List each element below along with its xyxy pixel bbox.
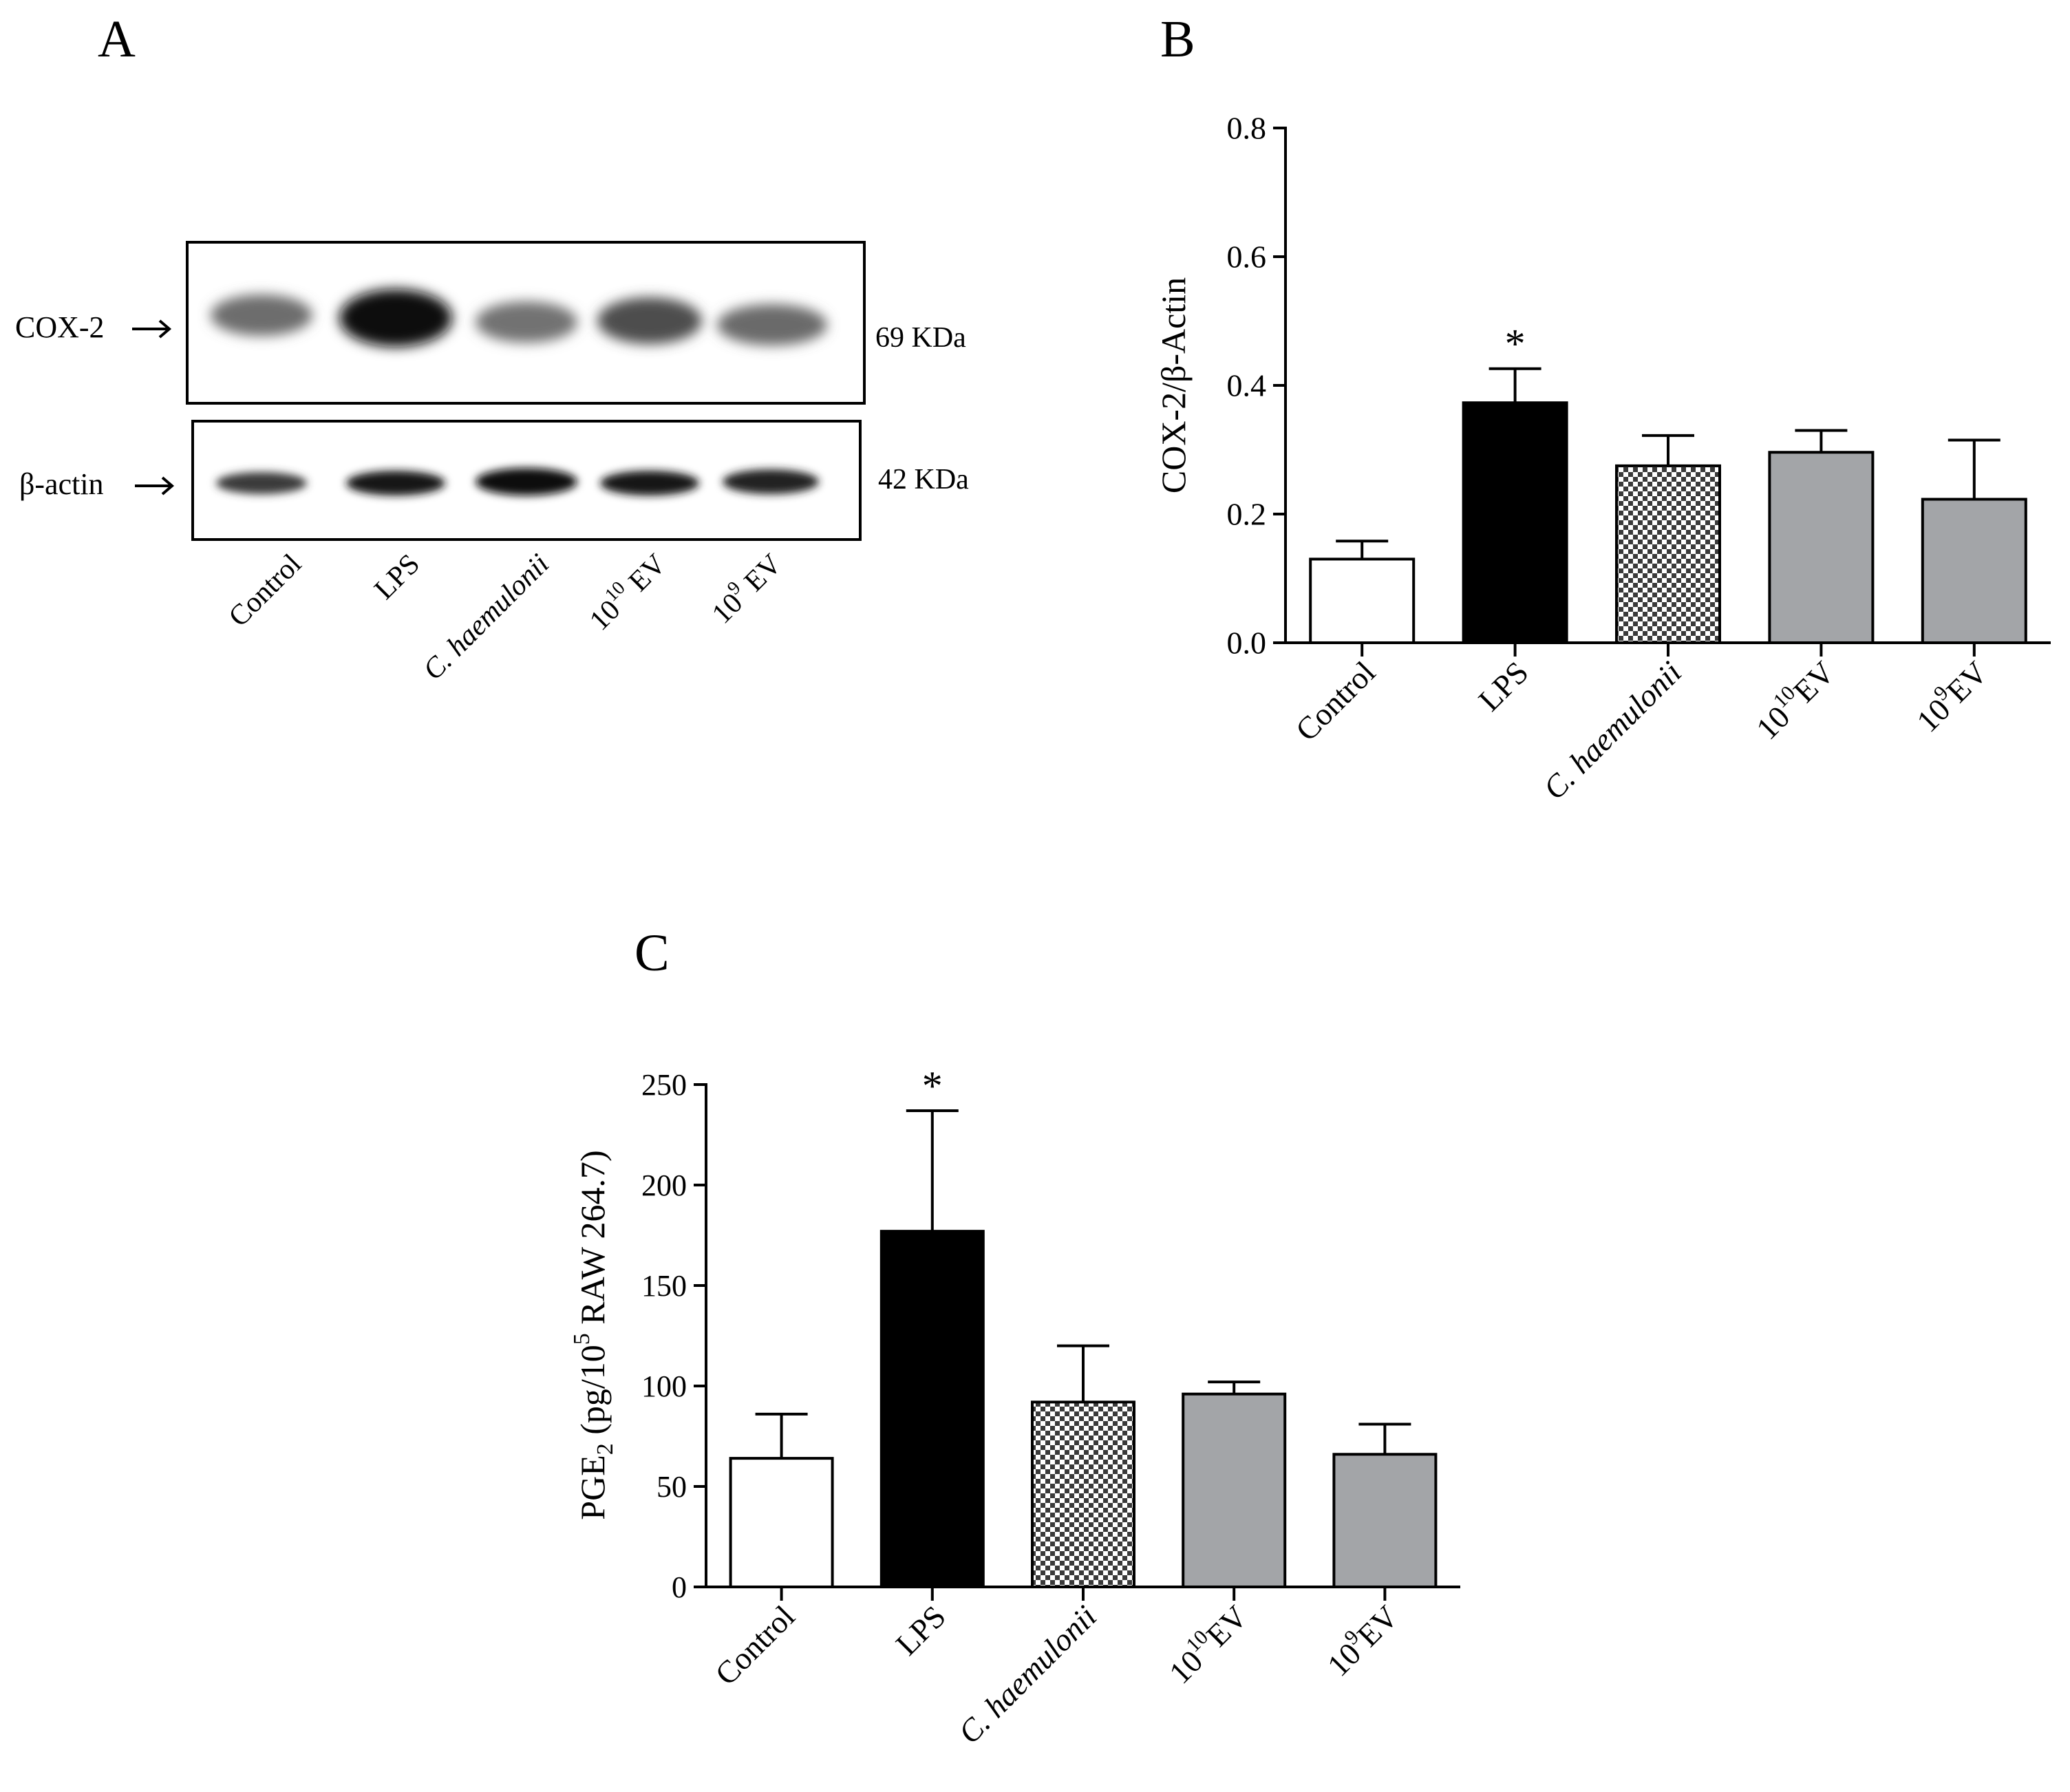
x-label-c-haemulonii-text: C. haemulonii <box>1537 654 1688 806</box>
y-tick-label: 150 <box>641 1269 687 1303</box>
y-tick-label: 250 <box>641 1068 687 1102</box>
cox2-blot: COX-2 69 KDa <box>15 241 966 405</box>
x-label-109ev: 109EV <box>1317 1595 1405 1683</box>
significance-lps: * <box>1505 321 1526 367</box>
lane-label-1-text: Control <box>223 548 308 633</box>
cox2-arrow <box>132 319 172 339</box>
cox2-band-ev9 <box>717 304 827 345</box>
y-tick-label: 0.2 <box>1227 497 1267 532</box>
x-label-109ev: 109EV <box>1906 651 1994 738</box>
x-label-c-haemulonii: C. haemulonii <box>1537 654 1688 806</box>
x-label-lps: LPS <box>889 1599 952 1662</box>
x-label-lps: LPS <box>1472 654 1535 718</box>
panel-a-label: A <box>98 10 136 68</box>
lane-label-3: C. haemulonii <box>417 548 555 687</box>
actin-label: β-actin <box>19 467 104 501</box>
bar-1010ev <box>1768 451 1875 644</box>
x-label-control: Control <box>1289 654 1382 747</box>
actin-bands <box>216 468 819 495</box>
y-tick-label: 0.8 <box>1227 111 1267 146</box>
bar-lps <box>879 1230 985 1589</box>
lane-label-3-text: C. haemulonii <box>417 548 555 687</box>
y-tick-label: 0.0 <box>1227 626 1267 661</box>
cox2-label: COX-2 <box>15 310 105 344</box>
bar-c-haemulonii <box>1615 464 1721 644</box>
bar-109ev <box>1332 1453 1438 1589</box>
lane-label-5: 109 EV <box>702 544 788 630</box>
actin-band-ev9 <box>723 469 819 494</box>
y-tick-label: 100 <box>641 1369 687 1403</box>
actin-band-lps <box>346 471 445 495</box>
y-tick-label: 0 <box>672 1570 687 1604</box>
bar-c-haemulonii <box>1031 1400 1135 1588</box>
lane-label-1: Control <box>223 548 308 633</box>
cox2-band-ev10 <box>597 297 702 344</box>
x-label-1010ev: 1010EV <box>1746 651 1841 746</box>
y-tick-label: 200 <box>641 1169 687 1202</box>
bar-1010ev <box>1182 1392 1287 1589</box>
cox2-band-control <box>211 295 312 336</box>
x-label-lps-text: LPS <box>1472 654 1535 718</box>
y-axis-label: COX-2/β-Actin <box>1154 277 1193 493</box>
cox2-marker: 69 KDa <box>875 322 966 354</box>
lane-label-2-text: LPS <box>368 548 426 606</box>
chart-b: 0.0 0.2 0.4 0.6 0.8 Control * LPS C. haemulonii 1… <box>1154 111 2051 806</box>
lane-label-4: 1010 EV <box>580 544 672 637</box>
actin-band-control <box>216 472 307 494</box>
actin-band-haemulonii <box>476 468 577 495</box>
cox2-band-lps <box>339 289 452 347</box>
y-tick-label: 50 <box>657 1470 687 1504</box>
y-axis-label: PGE2 (pg/105 RAW 264.7) <box>569 1150 618 1519</box>
x-label-c-haemulonii: C. haemulonii <box>952 1599 1103 1750</box>
x-label-c-haemulonii-text: C. haemulonii <box>952 1599 1103 1750</box>
cox2-bands <box>211 289 827 347</box>
bar-lps <box>1462 401 1568 644</box>
y-axis-label-main: PGE <box>573 1455 612 1519</box>
actin-arrow <box>135 476 175 495</box>
bar-control <box>729 1457 834 1589</box>
significance-lps: * <box>922 1063 943 1109</box>
actin-blot: β-actin 42 KDa <box>19 420 969 541</box>
x-label-control: Control <box>708 1599 801 1692</box>
y-axis-label-tail: RAW 264.7) <box>573 1150 612 1333</box>
y-axis-label-mid: (pg/10 <box>573 1345 612 1443</box>
cox2-band-haemulonii <box>476 301 577 343</box>
x-label-1010ev: 1010EV <box>1159 1595 1254 1690</box>
y-tick-label: 0.4 <box>1227 368 1267 403</box>
panel-c-label: C <box>634 924 670 982</box>
lane-label-2: LPS <box>368 548 426 606</box>
x-label-control-text: Control <box>1289 654 1382 747</box>
x-label-lps-text: LPS <box>889 1599 952 1662</box>
bar-control <box>1309 557 1416 645</box>
x-label-control-text: Control <box>708 1599 801 1692</box>
y-tick-label: 0.6 <box>1227 239 1267 275</box>
bar-109ev <box>1921 498 2027 644</box>
panel-b: B 0.0 0.2 0.4 0.6 0.8 Control * LPS C. haemuloni… <box>1154 10 2051 806</box>
y-axis-label-sup: 5 <box>569 1333 595 1345</box>
panel-a: A COX-2 69 KDa <box>15 10 969 686</box>
actin-band-ev10 <box>600 471 699 495</box>
actin-marker: 42 KDa <box>878 464 969 495</box>
y-axis-label-sub: 2 <box>593 1443 618 1455</box>
panel-b-label: B <box>1160 10 1195 68</box>
